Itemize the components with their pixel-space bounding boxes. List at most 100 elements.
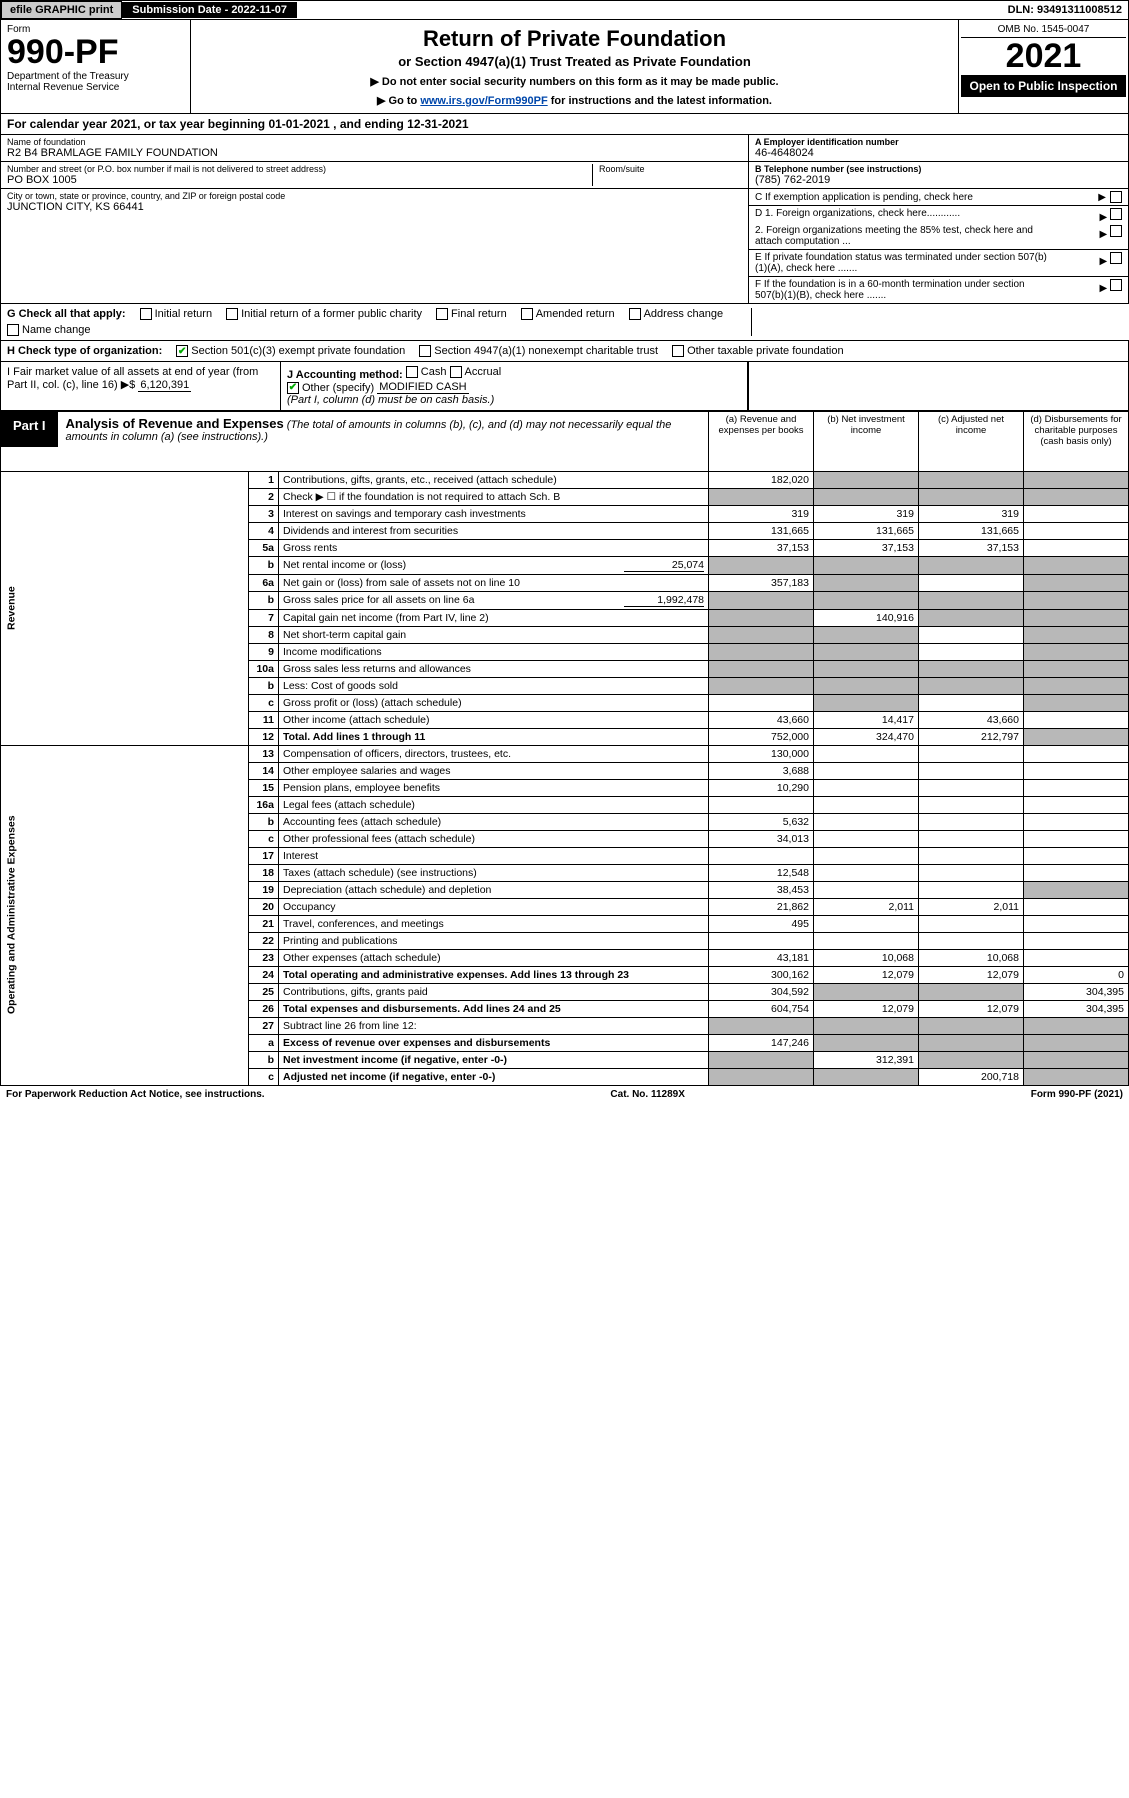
form-subtitle: or Section 4947(a)(1) Trust Treated as P…	[201, 54, 948, 69]
line-number: 5a	[249, 539, 279, 556]
value-cell	[1024, 471, 1129, 488]
value-cell	[814, 556, 919, 574]
line-number: 22	[249, 932, 279, 949]
h-501c3-checkbox[interactable]: ✔	[176, 345, 188, 357]
line-number: 18	[249, 864, 279, 881]
identification-block: Name of foundation R2 B4 BRAMLAGE FAMILY…	[0, 135, 1129, 304]
dept-label: Department of the Treasury Internal Reve…	[7, 71, 184, 93]
line-number: 9	[249, 643, 279, 660]
value-cell: 34,013	[709, 830, 814, 847]
line-description: Contributions, gifts, grants, etc., rece…	[279, 471, 709, 488]
line-number: 15	[249, 779, 279, 796]
part1-table: Part I Analysis of Revenue and Expenses …	[0, 411, 1129, 1086]
value-cell	[814, 745, 919, 762]
value-cell	[709, 694, 814, 711]
f-checkbox[interactable]	[1110, 279, 1122, 291]
value-cell: 304,395	[1024, 983, 1129, 1000]
g-label: G Check all that apply:	[7, 308, 126, 320]
d1-label: D 1. Foreign organizations, check here..…	[755, 208, 960, 223]
footer-left: For Paperwork Reduction Act Notice, see …	[6, 1089, 265, 1100]
value-cell	[814, 762, 919, 779]
i-value: 6,120,391	[138, 379, 191, 392]
j-cash-checkbox[interactable]	[406, 366, 418, 378]
g-name-checkbox[interactable]	[7, 324, 19, 336]
value-cell: 212,797	[919, 728, 1024, 745]
value-cell	[814, 677, 919, 694]
line-number: 3	[249, 505, 279, 522]
value-cell	[919, 1017, 1024, 1034]
value-cell	[814, 779, 919, 796]
value-cell	[1024, 813, 1129, 830]
value-cell	[919, 1034, 1024, 1051]
line-number: a	[249, 1034, 279, 1051]
value-cell: 10,068	[919, 949, 1024, 966]
tel-label: B Telephone number (see instructions)	[755, 164, 1122, 174]
line-number: 12	[249, 728, 279, 745]
efile-button[interactable]: efile GRAPHIC print	[1, 1, 122, 19]
f-label: F If the foundation is in a 60-month ter…	[755, 279, 1055, 301]
table-row: Revenue1Contributions, gifts, grants, et…	[1, 471, 1129, 488]
value-cell	[814, 574, 919, 591]
note-1: ▶ Do not enter social security numbers o…	[201, 75, 948, 88]
value-cell: 182,020	[709, 471, 814, 488]
line-number: 13	[249, 745, 279, 762]
d2-checkbox[interactable]	[1110, 225, 1122, 237]
g-address-checkbox[interactable]	[629, 308, 641, 320]
value-cell	[814, 1034, 919, 1051]
value-cell	[709, 847, 814, 864]
value-cell	[1024, 796, 1129, 813]
h-other-checkbox[interactable]	[672, 345, 684, 357]
value-cell	[814, 660, 919, 677]
name-label: Name of foundation	[7, 137, 742, 147]
d1-checkbox[interactable]	[1110, 208, 1122, 220]
j-accrual-checkbox[interactable]	[450, 366, 462, 378]
line-description: Other employee salaries and wages	[279, 762, 709, 779]
line-description: Other income (attach schedule)	[279, 711, 709, 728]
line-description: Compensation of officers, directors, tru…	[279, 745, 709, 762]
tel-value: (785) 762-2019	[755, 174, 1122, 186]
g-initial-checkbox[interactable]	[140, 308, 152, 320]
irs-link[interactable]: www.irs.gov/Form990PF	[420, 95, 547, 107]
address-label: Number and street (or P.O. box number if…	[7, 164, 592, 174]
value-cell	[814, 1017, 919, 1034]
value-cell	[1024, 591, 1129, 609]
value-cell	[1024, 1068, 1129, 1085]
value-cell: 319	[814, 505, 919, 522]
col-c-header: (c) Adjusted net income	[919, 411, 1024, 471]
g-final-checkbox[interactable]	[436, 308, 448, 320]
line-description: Excess of revenue over expenses and disb…	[279, 1034, 709, 1051]
line-description: Total operating and administrative expen…	[279, 966, 709, 983]
value-cell	[1024, 932, 1129, 949]
line-number: 24	[249, 966, 279, 983]
value-cell	[709, 1051, 814, 1068]
c-checkbox[interactable]	[1110, 191, 1122, 203]
value-cell	[919, 881, 1024, 898]
line-number: 6a	[249, 574, 279, 591]
value-cell	[1024, 898, 1129, 915]
value-cell	[814, 932, 919, 949]
col-b-header: (b) Net investment income	[814, 411, 919, 471]
value-cell	[919, 694, 1024, 711]
value-cell: 12,079	[919, 1000, 1024, 1017]
value-cell: 319	[919, 505, 1024, 522]
g-initial-former-checkbox[interactable]	[226, 308, 238, 320]
line-number: 7	[249, 609, 279, 626]
value-cell: 43,660	[709, 711, 814, 728]
line-number: 10a	[249, 660, 279, 677]
g-amended-checkbox[interactable]	[521, 308, 533, 320]
value-cell	[709, 609, 814, 626]
value-cell: 37,153	[919, 539, 1024, 556]
value-cell	[814, 830, 919, 847]
value-cell	[1024, 505, 1129, 522]
h-4947-checkbox[interactable]	[419, 345, 431, 357]
e-checkbox[interactable]	[1110, 252, 1122, 264]
c-label: C If exemption application is pending, c…	[755, 192, 973, 203]
line-number: 11	[249, 711, 279, 728]
value-cell	[1024, 881, 1129, 898]
page-footer: For Paperwork Reduction Act Notice, see …	[0, 1086, 1129, 1103]
line-description: Legal fees (attach schedule)	[279, 796, 709, 813]
j-other-checkbox[interactable]: ✔	[287, 382, 299, 394]
value-cell	[1024, 728, 1129, 745]
table-row: Operating and Administrative Expenses13C…	[1, 745, 1129, 762]
line-description: Gross sales less returns and allowances	[279, 660, 709, 677]
